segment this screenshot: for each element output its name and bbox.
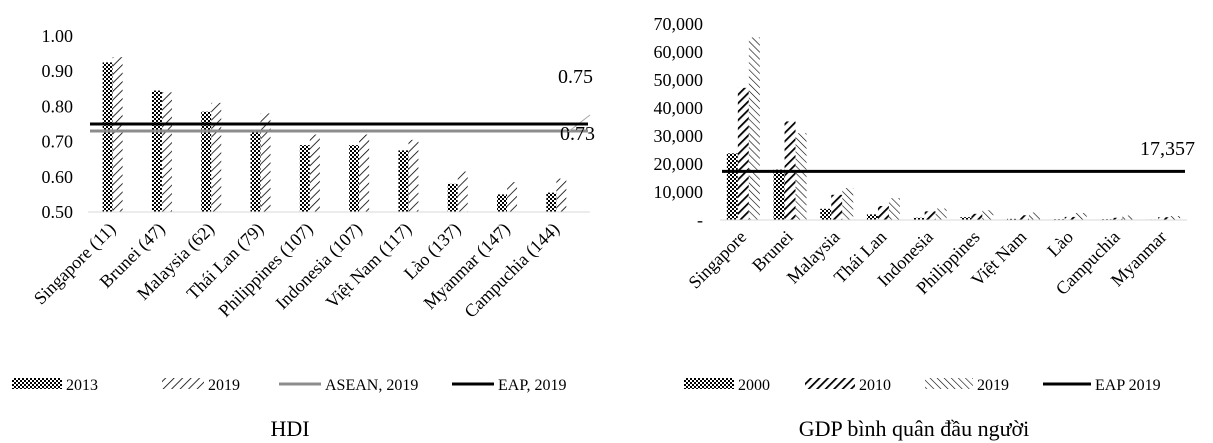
- gdp-ytick-label: 30,000: [654, 126, 704, 146]
- gdp-legend-label: 2010: [859, 377, 891, 394]
- gdp-caption: GDP bình quân đầu người: [799, 416, 1030, 441]
- gdp-bar-2019: [888, 198, 900, 220]
- gdp-bar-2019: [982, 210, 994, 220]
- hdi-bar-2013: [151, 90, 162, 212]
- hdi-legend-label: 2013: [66, 377, 98, 394]
- gdp-bar-2019: [748, 37, 760, 220]
- hdi-bar-2019: [556, 178, 567, 212]
- hdi-bars: [102, 57, 567, 213]
- gdp-bar-2000: [866, 214, 878, 220]
- gdp-bar-2019: [1122, 215, 1134, 220]
- hdi-reference-lines: 0.73 0.75: [90, 66, 595, 145]
- gdp-bar-2000: [960, 217, 972, 220]
- gdp-bar-2019: [1029, 212, 1041, 220]
- hdi-legend-label: ASEAN, 2019: [325, 377, 418, 394]
- hdi-caption: HDI: [270, 416, 309, 441]
- gdp-legend-swatch-2010: [805, 378, 855, 389]
- gdp-bar-2000: [820, 208, 832, 220]
- hdi-legend-label: EAP, 2019: [498, 377, 566, 394]
- hdi-bar-2019: [408, 139, 419, 212]
- gdp-bar-2000: [913, 217, 925, 220]
- gdp-category-label: Singapore: [684, 227, 750, 293]
- gdp-bar-2010: [1111, 217, 1123, 220]
- hdi-bar-2019: [112, 57, 123, 213]
- hdi-bar-2019: [260, 113, 271, 212]
- hdi-ytick-label: 1.00: [42, 26, 74, 46]
- gdp-bar-2000: [773, 169, 785, 220]
- gdp-bar-2010: [877, 206, 889, 220]
- gdp-bar-2019: [935, 208, 947, 220]
- gdp-legend: 2000 2010 2019 EAP 2019: [684, 377, 1161, 394]
- gdp-ytick-label: 60,000: [654, 42, 704, 62]
- gdp-category-label: Lào: [1043, 227, 1077, 261]
- gdp-bar-2010: [924, 211, 936, 220]
- hdi-bar-2019: [457, 171, 468, 212]
- hdi-ytick-label: 0.80: [42, 96, 74, 116]
- hdi-ref-label: 0.73: [560, 123, 595, 145]
- hdi-y-axis: 0.50 0.60 0.70 0.80 0.90 1.00: [42, 26, 74, 222]
- gdp-bar-2010: [737, 87, 749, 220]
- gdp-bar-2010: [831, 194, 843, 220]
- hdi-bar-2019: [211, 102, 222, 212]
- hdi-x-axis: Singapore (11)Brunei (47)Malaysia (62)Th…: [30, 211, 590, 322]
- gdp-ref-label: 17,357: [1140, 138, 1195, 160]
- hdi-bar-2013: [546, 192, 557, 212]
- hdi-bar-2019: [161, 92, 172, 212]
- gdp-bars: [726, 37, 1181, 220]
- hdi-bar-2013: [398, 150, 409, 212]
- hdi-ytick-label: 0.60: [42, 167, 74, 187]
- gdp-bar-2019: [1169, 216, 1181, 220]
- gdp-legend-swatch-2000: [684, 378, 734, 389]
- gdp-ytick-label: 10,000: [654, 182, 704, 202]
- hdi-legend: 2013 2019 ASEAN, 2019 EAP, 2019: [12, 377, 566, 394]
- hdi-bar-2013: [349, 145, 360, 212]
- gdp-ytick-label: 70,000: [654, 14, 704, 34]
- hdi-bar-2013: [299, 145, 310, 212]
- hdi-legend-swatch-2013: [12, 378, 62, 389]
- hdi-ytick-label: 0.70: [42, 132, 74, 152]
- hdi-bar-2013: [201, 111, 212, 212]
- gdp-bar-2010: [1064, 216, 1076, 220]
- hdi-ytick-label: 0.50: [42, 202, 74, 222]
- gdp-legend-label: EAP 2019: [1095, 377, 1161, 394]
- hdi-ref-label: 0.75: [558, 66, 593, 88]
- hdi-category-label: Việt Nam (117): [322, 219, 416, 313]
- gdp-legend-label: 2019: [977, 377, 1009, 394]
- gdp-ytick-label: 40,000: [654, 98, 704, 118]
- gdp-bar-2019: [795, 133, 807, 220]
- gdp-y-axis: - 10,000 20,000 30,000 40,000 50,000 60,000 70,…: [654, 14, 704, 230]
- gdp-legend-label: 2000: [738, 377, 770, 394]
- gdp-ytick-label: 50,000: [654, 70, 704, 90]
- hdi-bar-2019: [309, 134, 320, 212]
- hdi-bar-2013: [447, 183, 458, 212]
- gdp-bar-2010: [1018, 215, 1030, 220]
- gdp-bar-2019: [842, 188, 854, 220]
- gdp-reference-lines: 17,357: [722, 138, 1195, 173]
- gdp-bar-2019: [1075, 213, 1087, 220]
- gdp-chart: - 10,000 20,000 30,000 40,000 50,000 60,000 70,…: [654, 14, 1196, 441]
- hdi-bar-2019: [507, 182, 518, 212]
- gdp-ytick-label: 20,000: [654, 154, 704, 174]
- hdi-ytick-label: 0.90: [42, 61, 74, 81]
- gdp-bar-2010: [971, 213, 983, 220]
- gdp-bar-2000: [1007, 218, 1019, 220]
- hdi-legend-label: 2019: [208, 377, 240, 394]
- gdp-legend-swatch-2019: [925, 378, 973, 389]
- hdi-bar-2019: [359, 134, 370, 212]
- hdi-bar-2013: [250, 131, 261, 212]
- gdp-ytick-label: -: [697, 210, 703, 230]
- hdi-category-label: Singapore (11): [30, 219, 120, 309]
- gdp-bar-2010: [1158, 217, 1170, 220]
- hdi-chart: 0.50 0.60 0.70 0.80 0.90 1.00 0.73 0.75 Singap…: [12, 26, 595, 441]
- hdi-legend-swatch-2019: [162, 378, 204, 389]
- hdi-bar-2013: [102, 62, 113, 213]
- gdp-bar-2000: [726, 153, 738, 220]
- hdi-bar-2013: [497, 194, 508, 212]
